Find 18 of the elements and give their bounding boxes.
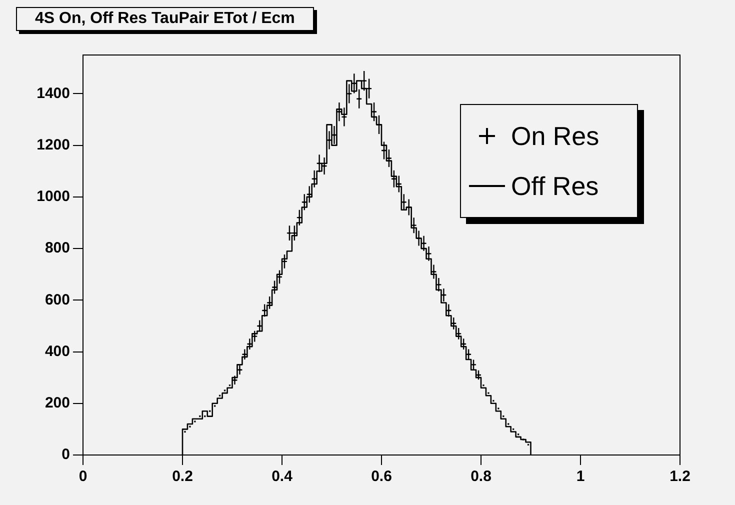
legend-label: On Res	[511, 120, 600, 152]
y-tick-label: 1000	[36, 188, 70, 206]
y-tick-label: 800	[44, 240, 70, 257]
y-tick-label: 600	[44, 291, 70, 308]
x-tick-label: 0	[78, 468, 88, 486]
x-tick-label: 0.6	[371, 468, 392, 486]
y-tick-label: 400	[44, 342, 70, 360]
x-tick-label: 1.2	[670, 468, 690, 486]
x-tick-label: 0.8	[470, 468, 492, 486]
y-tick-label: 200	[44, 394, 70, 412]
x-tick-label: 0.2	[172, 468, 193, 486]
y-tick-label: 0	[62, 446, 70, 464]
x-tick-label: 0.4	[272, 468, 294, 486]
x-tick-label: 1	[576, 468, 585, 486]
chart-title: 4S On, Off Res TauPair ETot / Ecm	[16, 7, 314, 31]
legend-label: Off Res	[511, 170, 599, 202]
y-tick-label: 1400	[36, 84, 70, 102]
y-tick-label: 1200	[36, 136, 70, 154]
